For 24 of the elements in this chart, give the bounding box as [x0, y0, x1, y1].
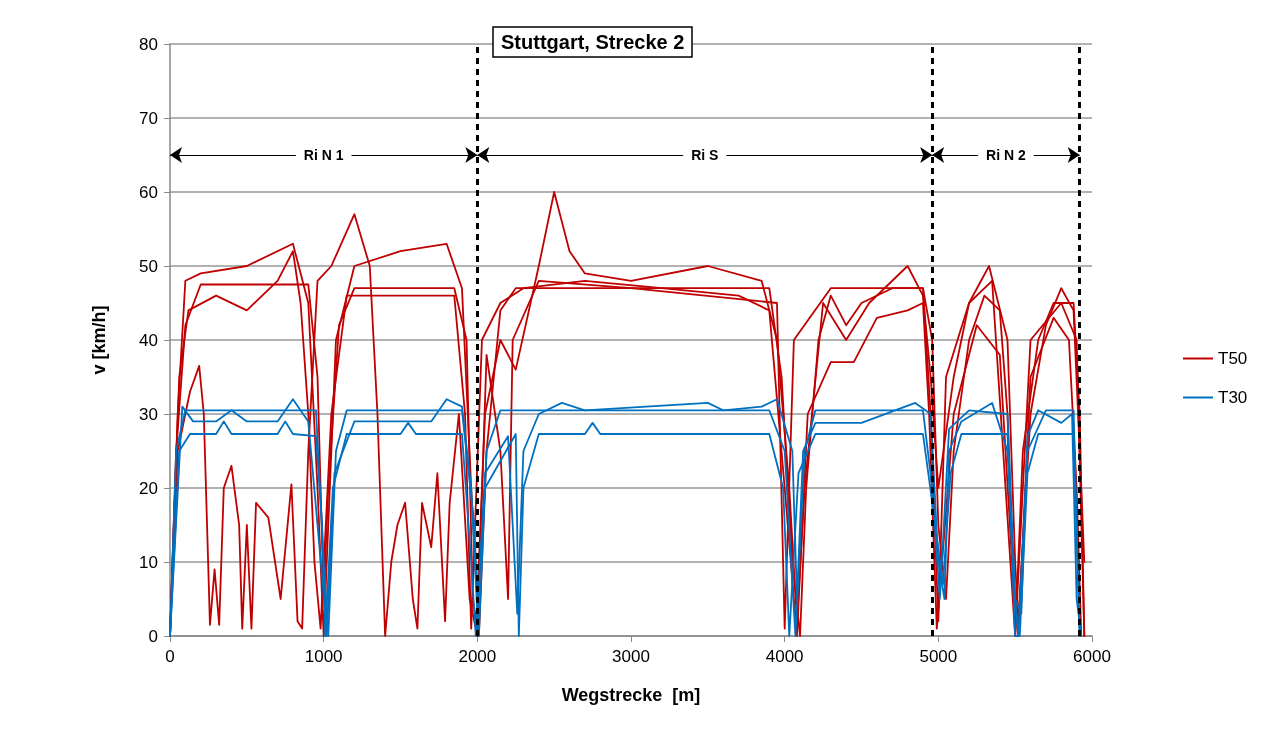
y-tick-label: 30	[139, 404, 158, 424]
x-tick-label: 5000	[919, 647, 958, 666]
legend-label: T30	[1218, 388, 1248, 407]
annotation: Ri N 1	[303, 147, 344, 163]
chart-title: Stuttgart, Strecke 2	[501, 31, 685, 53]
y-tick-label: 70	[139, 108, 158, 128]
x-tick-label: 1000	[304, 647, 343, 666]
y-tick-label: 10	[139, 552, 158, 572]
x-tick-label: 2000	[458, 647, 497, 666]
annotation: Ri N 2	[986, 147, 1026, 163]
y-tick-label: 20	[139, 478, 158, 498]
y-tick-label: 60	[139, 182, 158, 202]
legend-label: T50	[1218, 349, 1248, 368]
x-tick-label: 4000	[765, 647, 804, 666]
y-axis-title: v [km/h]	[89, 305, 109, 375]
y-tick-label: 80	[139, 34, 158, 54]
x-tick-label: 0	[165, 647, 175, 666]
y-tick-label: 40	[139, 330, 158, 350]
y-tick-label: 0	[148, 626, 158, 646]
x-axis-title: Wegstrecke [m]	[561, 685, 701, 705]
x-tick-label: 6000	[1073, 647, 1111, 666]
annotation: Ri S	[691, 147, 719, 163]
x-tick-label: 3000	[612, 647, 650, 666]
y-tick-label: 50	[139, 256, 158, 276]
